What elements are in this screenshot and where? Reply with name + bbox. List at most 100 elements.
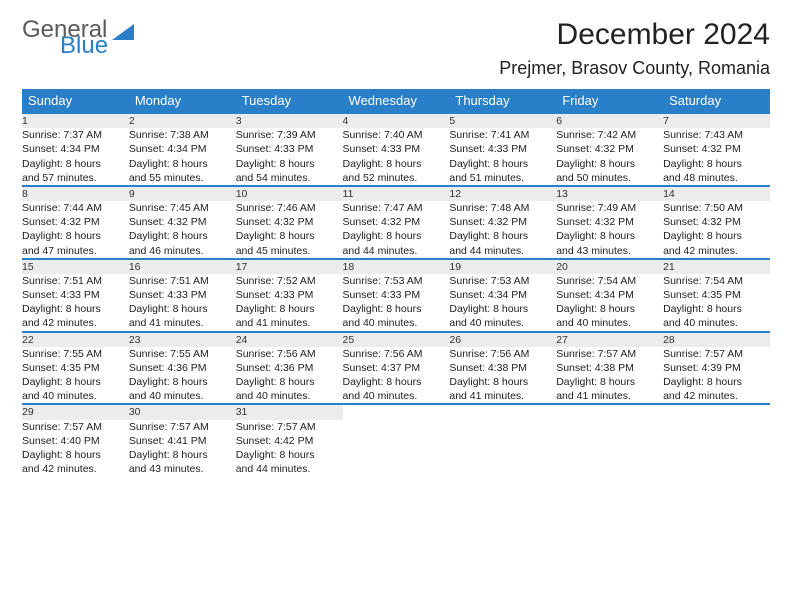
day-cell: Sunrise: 7:52 AMSunset: 4:33 PMDaylight:… [236,274,343,332]
sunrise-text: Sunrise: 7:43 AM [663,128,770,142]
sunset-text: Sunset: 4:33 PM [449,142,556,156]
day-number: 24 [236,332,343,347]
day-number: 13 [556,186,663,201]
dayhead-mon: Monday [129,89,236,113]
dayhead-tue: Tuesday [236,89,343,113]
daylight-text-2: and 40 minutes. [22,389,129,403]
daylight-text-2: and 42 minutes. [22,462,129,476]
sunset-text: Sunset: 4:35 PM [22,361,129,375]
daylight-text-1: Daylight: 8 hours [663,375,770,389]
calendar-table: Sunday Monday Tuesday Wednesday Thursday… [22,89,770,476]
sunset-text: Sunset: 4:32 PM [22,215,129,229]
daylight-text-2: and 46 minutes. [129,244,236,258]
day-cell: Sunrise: 7:39 AMSunset: 4:33 PMDaylight:… [236,128,343,186]
daylight-text-1: Daylight: 8 hours [449,375,556,389]
sunrise-text: Sunrise: 7:51 AM [129,274,236,288]
day-number [663,404,770,419]
sunrise-text: Sunrise: 7:57 AM [556,347,663,361]
daylight-text-1: Daylight: 8 hours [236,229,343,243]
dayhead-thu: Thursday [449,89,556,113]
daylight-text-1: Daylight: 8 hours [343,375,450,389]
daylight-text-2: and 42 minutes. [663,389,770,403]
sunrise-text: Sunrise: 7:55 AM [129,347,236,361]
day-number: 19 [449,259,556,274]
daylight-text-1: Daylight: 8 hours [129,375,236,389]
daylight-text-1: Daylight: 8 hours [129,448,236,462]
day-cell: Sunrise: 7:56 AMSunset: 4:38 PMDaylight:… [449,347,556,405]
day-cell [663,420,770,477]
sunrise-text: Sunrise: 7:56 AM [449,347,556,361]
daylight-text-1: Daylight: 8 hours [449,302,556,316]
sunset-text: Sunset: 4:34 PM [449,288,556,302]
daylight-text-1: Daylight: 8 hours [449,229,556,243]
sunrise-text: Sunrise: 7:56 AM [343,347,450,361]
daylight-text-1: Daylight: 8 hours [343,157,450,171]
sunrise-text: Sunrise: 7:55 AM [22,347,129,361]
dayhead-fri: Friday [556,89,663,113]
day-cell: Sunrise: 7:47 AMSunset: 4:32 PMDaylight:… [343,201,450,259]
sunrise-text: Sunrise: 7:47 AM [343,201,450,215]
day-number: 7 [663,113,770,128]
sunrise-text: Sunrise: 7:57 AM [129,420,236,434]
daylight-text-1: Daylight: 8 hours [663,157,770,171]
sunset-text: Sunset: 4:32 PM [236,215,343,229]
sunset-text: Sunset: 4:36 PM [236,361,343,375]
sunset-text: Sunset: 4:38 PM [449,361,556,375]
sunset-text: Sunset: 4:34 PM [129,142,236,156]
day-cell: Sunrise: 7:57 AMSunset: 4:42 PMDaylight:… [236,420,343,477]
day-cell: Sunrise: 7:48 AMSunset: 4:32 PMDaylight:… [449,201,556,259]
sunset-text: Sunset: 4:35 PM [663,288,770,302]
sunset-text: Sunset: 4:32 PM [449,215,556,229]
week-detail-row: Sunrise: 7:55 AMSunset: 4:35 PMDaylight:… [22,347,770,405]
sunset-text: Sunset: 4:32 PM [663,215,770,229]
daylight-text-1: Daylight: 8 hours [663,229,770,243]
sunrise-text: Sunrise: 7:56 AM [236,347,343,361]
day-number: 11 [343,186,450,201]
sunset-text: Sunset: 4:33 PM [22,288,129,302]
sunrise-text: Sunrise: 7:38 AM [129,128,236,142]
location-label: Prejmer, Brasov County, Romania [499,58,770,79]
sunset-text: Sunset: 4:32 PM [663,142,770,156]
logo-word2: Blue [60,34,108,58]
day-number: 26 [449,332,556,347]
day-number: 29 [22,404,129,419]
day-number: 6 [556,113,663,128]
sunrise-text: Sunrise: 7:44 AM [22,201,129,215]
day-cell: Sunrise: 7:46 AMSunset: 4:32 PMDaylight:… [236,201,343,259]
daylight-text-2: and 44 minutes. [236,462,343,476]
day-cell: Sunrise: 7:55 AMSunset: 4:36 PMDaylight:… [129,347,236,405]
sunrise-text: Sunrise: 7:49 AM [556,201,663,215]
day-cell: Sunrise: 7:45 AMSunset: 4:32 PMDaylight:… [129,201,236,259]
sunset-text: Sunset: 4:32 PM [556,142,663,156]
day-number: 10 [236,186,343,201]
sunrise-text: Sunrise: 7:52 AM [236,274,343,288]
day-cell: Sunrise: 7:54 AMSunset: 4:34 PMDaylight:… [556,274,663,332]
week-numrow: 293031 [22,404,770,419]
daylight-text-2: and 55 minutes. [129,171,236,185]
day-number: 9 [129,186,236,201]
day-number: 4 [343,113,450,128]
sunset-text: Sunset: 4:32 PM [556,215,663,229]
daylight-text-1: Daylight: 8 hours [556,157,663,171]
sunset-text: Sunset: 4:42 PM [236,434,343,448]
daylight-text-2: and 40 minutes. [449,316,556,330]
day-cell: Sunrise: 7:51 AMSunset: 4:33 PMDaylight:… [22,274,129,332]
sunset-text: Sunset: 4:36 PM [129,361,236,375]
sunset-text: Sunset: 4:33 PM [343,142,450,156]
week-detail-row: Sunrise: 7:37 AMSunset: 4:34 PMDaylight:… [22,128,770,186]
sunrise-text: Sunrise: 7:57 AM [236,420,343,434]
day-cell: Sunrise: 7:50 AMSunset: 4:32 PMDaylight:… [663,201,770,259]
day-cell: Sunrise: 7:43 AMSunset: 4:32 PMDaylight:… [663,128,770,186]
daylight-text-1: Daylight: 8 hours [22,229,129,243]
sunset-text: Sunset: 4:33 PM [129,288,236,302]
day-cell: Sunrise: 7:56 AMSunset: 4:37 PMDaylight:… [343,347,450,405]
sunrise-text: Sunrise: 7:40 AM [343,128,450,142]
daylight-text-1: Daylight: 8 hours [556,302,663,316]
dayhead-sat: Saturday [663,89,770,113]
day-cell: Sunrise: 7:55 AMSunset: 4:35 PMDaylight:… [22,347,129,405]
day-number: 27 [556,332,663,347]
daylight-text-1: Daylight: 8 hours [129,157,236,171]
sunset-text: Sunset: 4:34 PM [556,288,663,302]
sunrise-text: Sunrise: 7:53 AM [449,274,556,288]
day-number [343,404,450,419]
